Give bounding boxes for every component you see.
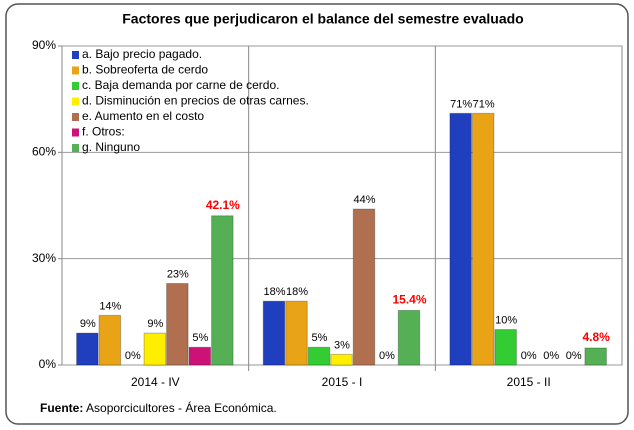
legend-label: c. Baja demanda por carne de cerdo.	[82, 78, 279, 92]
x-tick-label: 2015 - I	[322, 375, 363, 389]
legend-swatch	[72, 51, 79, 59]
value-label: 5%	[312, 332, 328, 344]
legend-swatch	[72, 128, 79, 137]
x-tick-label: 2014 - IV	[131, 375, 180, 389]
source-text: Asoporcicultores - Área Económica.	[86, 400, 277, 415]
legend-swatch	[72, 97, 79, 106]
value-label: 44%	[353, 194, 375, 206]
value-label: 14%	[99, 300, 121, 312]
value-label: 0%	[566, 350, 582, 362]
bar	[584, 347, 607, 366]
bar	[494, 329, 517, 366]
legend-label: a. Bajo precio pagado.	[82, 47, 202, 61]
legend-label: b. Sobreoferta de cerdo	[82, 63, 208, 77]
value-label: 5%	[192, 332, 208, 344]
legend-label: g. Ninguno	[82, 140, 140, 154]
y-tick-label: 30%	[32, 251, 56, 265]
bar	[330, 353, 353, 366]
bar	[307, 346, 331, 366]
chart-title: Factores que perjudicaron el balance del…	[122, 11, 524, 27]
value-label: 10%	[495, 314, 517, 326]
value-label: 0%	[521, 350, 537, 362]
value-label: 23%	[167, 268, 189, 280]
value-label: 0%	[379, 350, 395, 362]
legend-swatch	[72, 144, 79, 152]
value-label: 18%	[263, 286, 285, 298]
legend-label: f. Otros:	[82, 125, 125, 139]
bar	[352, 208, 376, 366]
value-label: 4.8%	[582, 330, 610, 344]
value-label: 71%	[473, 98, 495, 110]
value-label: 0%	[543, 350, 559, 362]
x-tick-label: 2015 - II	[507, 375, 551, 389]
value-label: 71%	[450, 98, 472, 110]
bar	[143, 332, 167, 366]
y-tick-label: 0%	[39, 357, 57, 371]
value-label: 42.1%	[206, 198, 240, 212]
bar	[285, 300, 308, 366]
bar	[471, 112, 495, 366]
bar	[262, 300, 286, 366]
bar	[397, 309, 421, 366]
bar	[98, 314, 122, 366]
bar	[188, 346, 212, 366]
bar	[211, 215, 234, 366]
value-label: 9%	[147, 318, 163, 330]
legend-label: d. Disminución en precios de otras carne…	[82, 94, 309, 108]
bar	[166, 282, 189, 366]
legend-swatch	[72, 113, 79, 121]
y-tick-label: 90%	[32, 38, 56, 52]
value-label: 18%	[286, 286, 308, 298]
plot-area	[61, 45, 623, 366]
legend-label: e. Aumento en el costo	[82, 109, 204, 123]
legend-swatch	[72, 66, 79, 75]
value-label: 15.4%	[392, 293, 426, 307]
value-label: 3%	[334, 339, 350, 351]
source: Fuente: Asoporcicultores - Área Económic…	[40, 400, 277, 415]
value-label: 0%	[125, 350, 141, 362]
source-label: Fuente:	[40, 401, 83, 415]
value-label: 9%	[80, 318, 96, 330]
bar	[76, 332, 99, 366]
y-tick-label: 60%	[32, 145, 56, 159]
bar	[449, 112, 472, 366]
legend-swatch	[72, 82, 79, 90]
